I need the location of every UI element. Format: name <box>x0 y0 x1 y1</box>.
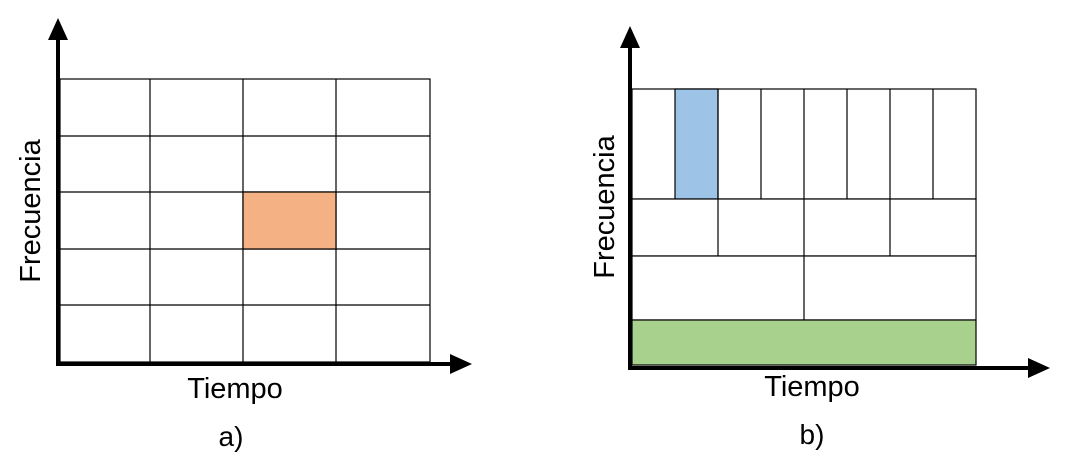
panel-b-axes <box>620 26 1050 378</box>
panel-a-axes <box>48 18 472 374</box>
y-axis-label-b: Frecuencia <box>589 134 621 278</box>
x-axis-arrow-icon <box>450 354 472 374</box>
panel-b: Tiempo Frecuencia b) <box>589 26 1050 450</box>
y-axis-label-a: Frecuencia <box>15 138 47 282</box>
highlight-cell-blue <box>674 88 719 200</box>
panel-a-grid <box>59 78 431 363</box>
panel-a: Tiempo Frecuencia a) <box>15 18 472 452</box>
highlight-cell-green <box>631 319 977 366</box>
panel-b-grid <box>631 88 977 366</box>
x-axis-arrow-icon <box>1028 358 1050 378</box>
caption-a: a) <box>219 421 244 452</box>
y-axis-arrow-icon <box>48 18 68 40</box>
caption-b: b) <box>800 419 825 450</box>
x-axis-label-b: Tiempo <box>764 371 860 403</box>
highlight-cell-orange <box>242 191 337 250</box>
y-axis-arrow-icon <box>620 26 640 48</box>
x-axis-label-a: Tiempo <box>187 373 283 405</box>
